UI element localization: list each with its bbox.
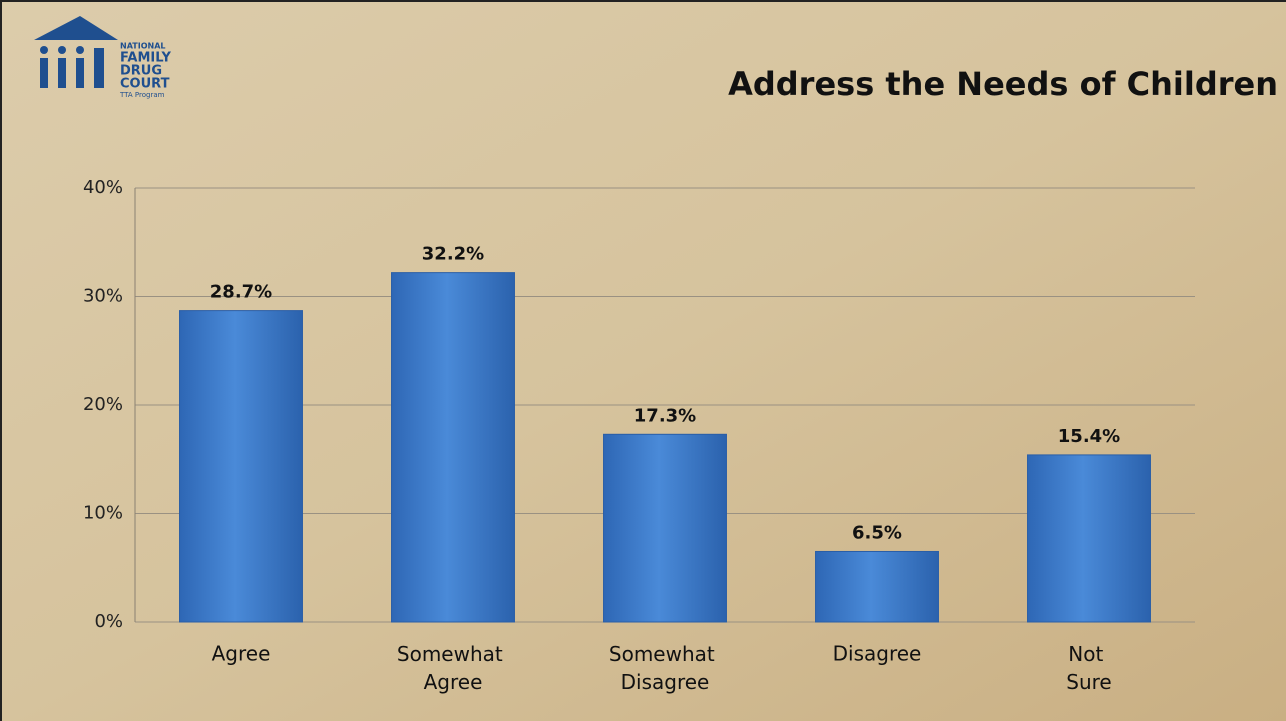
x-tick-label-line: Somewhat bbox=[397, 642, 509, 666]
y-tick-label: 0% bbox=[94, 611, 123, 632]
y-tick-label: 20% bbox=[83, 394, 123, 415]
logo-roof bbox=[34, 16, 118, 40]
bar bbox=[603, 433, 727, 623]
y-tick-label: 10% bbox=[83, 503, 123, 524]
value-label: 28.7% bbox=[210, 282, 272, 303]
logo-dot bbox=[76, 46, 84, 54]
value-label: 17.3% bbox=[634, 405, 696, 426]
y-tick-label: 40% bbox=[83, 177, 123, 198]
x-tick-label-line: Not bbox=[1068, 642, 1109, 666]
logo-pillar bbox=[58, 58, 66, 88]
x-tick-label-line: Somewhat bbox=[609, 642, 721, 666]
x-tick-label: Not Sure bbox=[1066, 642, 1111, 694]
x-tick-label: Somewhat Disagree bbox=[609, 642, 721, 694]
logo: NATIONAL FAMILY DRUG COURT TTA Program bbox=[34, 16, 171, 99]
x-tick-label-line: Sure bbox=[1066, 670, 1111, 694]
logo-text: COURT bbox=[120, 77, 170, 92]
bar bbox=[815, 550, 939, 623]
logo-pillar bbox=[76, 58, 84, 88]
value-label: 15.4% bbox=[1058, 426, 1120, 447]
logo-pillar bbox=[94, 48, 104, 88]
logo-text: TTA Program bbox=[119, 91, 165, 99]
x-tick-label: Disagree bbox=[833, 642, 922, 666]
y-tick-label: 30% bbox=[83, 286, 123, 307]
logo-text: DRUG bbox=[120, 64, 162, 79]
x-tick-label: Agree bbox=[212, 642, 271, 666]
logo-text: FAMILY bbox=[120, 51, 171, 66]
plot: 0% 10% 20% 30% 40% 28.7% Agree 32.2% Somewhat Ag… bbox=[83, 177, 1195, 694]
value-label: 6.5% bbox=[852, 522, 902, 543]
logo-text: NATIONAL bbox=[120, 42, 165, 51]
bar bbox=[179, 310, 303, 623]
value-label: 32.2% bbox=[422, 244, 484, 265]
x-tick-label-line: Agree bbox=[424, 670, 483, 694]
logo-dot bbox=[40, 46, 48, 54]
bar bbox=[1027, 454, 1151, 623]
logo-dot bbox=[58, 46, 66, 54]
logo-pillar bbox=[40, 58, 48, 88]
x-tick-label: Somewhat Agree bbox=[397, 642, 509, 694]
x-tick-label-line: Disagree bbox=[621, 670, 710, 694]
bar bbox=[391, 272, 515, 623]
chart-title: Address the Needs of Children bbox=[728, 65, 1278, 103]
